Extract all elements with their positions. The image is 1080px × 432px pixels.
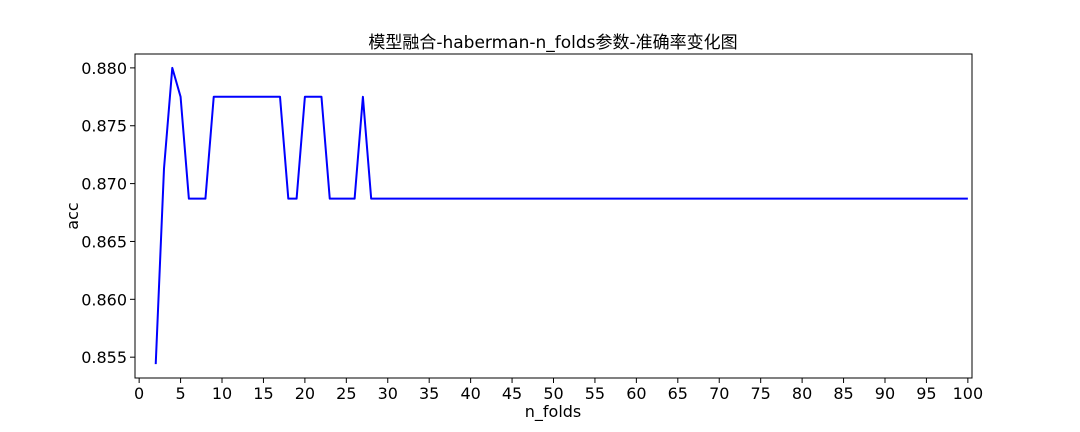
y-tick-label: 0.870 <box>81 175 127 194</box>
y-tick-label: 0.855 <box>81 348 127 367</box>
plot-frame <box>134 53 973 379</box>
y-axis: 0.855 0.860 0.865 0.870 0.875 0.880 <box>81 59 135 367</box>
x-tick-label: 5 <box>175 384 185 403</box>
x-tick-label: 75 <box>750 384 770 403</box>
x-tick-label: 30 <box>378 384 398 403</box>
series-line <box>154 66 968 365</box>
x-tick-label: 10 <box>212 384 232 403</box>
x-axis-label: n_folds <box>525 402 582 422</box>
x-tick-label: 55 <box>585 384 605 403</box>
x-tick-label: 45 <box>502 384 522 403</box>
x-tick-label: 70 <box>709 384 729 403</box>
x-tick-label: 60 <box>626 384 646 403</box>
y-tick-label: 0.880 <box>81 59 127 78</box>
x-tick-label: 15 <box>253 384 273 403</box>
x-tick-label: 95 <box>916 384 936 403</box>
x-axis: 0 5 10 15 20 25 30 35 40 45 50 55 60 65 70 75 80 85 90 95 10… <box>134 378 983 403</box>
x-tick-label: 50 <box>543 384 563 403</box>
x-tick-label: 90 <box>875 384 895 403</box>
x-tick-label: 20 <box>295 384 315 403</box>
chart-title: 模型融合-haberman-n_folds参数-准确率变化图 <box>368 33 737 53</box>
x-tick-label: 100 <box>953 384 984 403</box>
x-tick-label: 35 <box>419 384 439 403</box>
x-tick-label: 80 <box>792 384 812 403</box>
y-tick-label: 0.865 <box>81 232 127 251</box>
y-tick-label: 0.875 <box>81 117 127 136</box>
x-tick-label: 25 <box>336 384 356 403</box>
y-axis-label: acc <box>63 202 82 229</box>
x-tick-label: 65 <box>668 384 688 403</box>
x-tick-label: 40 <box>460 384 480 403</box>
x-tick-label: 0 <box>134 384 144 403</box>
y-tick-label: 0.860 <box>81 290 127 309</box>
x-tick-label: 85 <box>833 384 853 403</box>
